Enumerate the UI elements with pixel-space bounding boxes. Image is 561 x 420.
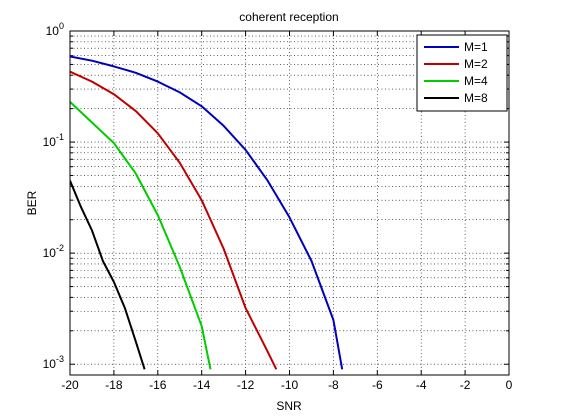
x-tick-label: -18 [105, 378, 123, 392]
x-tick-label: -8 [328, 378, 339, 392]
y-axis-label: BER [25, 190, 39, 215]
chart-title: coherent reception [239, 10, 338, 24]
x-tick-label: -4 [416, 378, 427, 392]
x-tick-label: -16 [149, 378, 167, 392]
series-line-m2 [70, 70, 278, 370]
legend: M=1 M=2 M=4 M=8 [416, 34, 508, 112]
x-tick-label: -2 [460, 378, 471, 392]
series-line-m8 [70, 180, 146, 370]
y-tick-base: 10 [46, 24, 60, 38]
x-tick-label: -20 [61, 378, 79, 392]
y-tick-base: 10 [43, 246, 57, 260]
y-tick-exponent: -2 [56, 243, 64, 253]
x-tick-label: -6 [372, 378, 383, 392]
series-line-m1 [70, 55, 344, 370]
y-tick-label: 100 [46, 21, 64, 38]
y-tick-base: 10 [43, 357, 57, 371]
x-tick-label: 0 [506, 378, 513, 392]
legend-label: M=2 [464, 57, 488, 71]
y-tick-exponent: -1 [56, 132, 64, 142]
y-tick-exponent: 0 [59, 21, 64, 31]
x-axis-label: SNR [276, 399, 302, 413]
x-tick-label: -10 [281, 378, 299, 392]
legend-label: M=1 [464, 40, 488, 54]
y-tick-base: 10 [43, 135, 57, 149]
legend-label: M=4 [464, 74, 488, 88]
x-axis: -20 -18 -16 -14 -12 -10 -8 -6 -4 -2 0 [61, 31, 513, 392]
legend-label: M=8 [464, 91, 488, 105]
y-tick-label: 10-3 [43, 354, 64, 371]
y-tick-label: 10-1 [43, 132, 64, 149]
series-line-m4 [70, 101, 212, 370]
x-tick-label: -12 [237, 378, 255, 392]
y-tick-exponent: -3 [56, 354, 64, 364]
y-tick-label: 10-2 [43, 243, 64, 260]
x-tick-label: -14 [193, 378, 211, 392]
series-lines [70, 55, 344, 370]
